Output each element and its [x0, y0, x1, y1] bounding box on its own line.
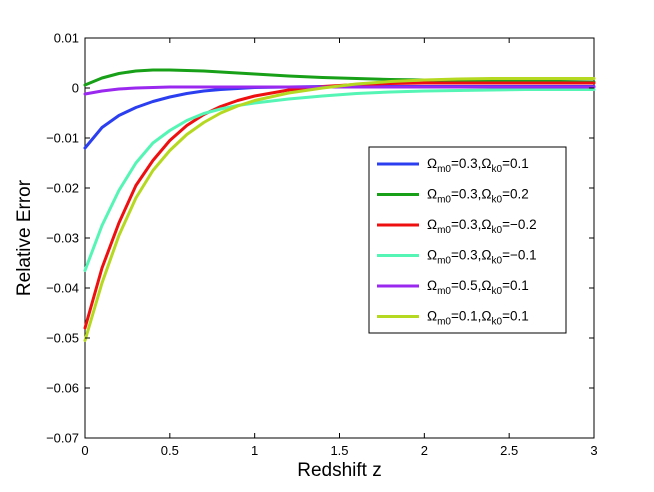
y-tick-label: −0.02 [46, 181, 79, 196]
series-layer [83, 68, 596, 342]
y-tick-label: 0.01 [54, 31, 79, 46]
series-line-4 [83, 88, 596, 272]
legend-label: Ωm0=0.3,Ωk0=0.1 [427, 156, 529, 175]
y-tick-label: −0.06 [46, 381, 79, 396]
x-axis-title: Redshift z [297, 460, 381, 481]
series-line-3 [83, 81, 596, 330]
y-tick-label: −0.05 [46, 331, 79, 346]
y-axis-title: Relative Error [14, 179, 35, 296]
x-tick-label: 3 [590, 443, 597, 458]
y-tick-label: −0.07 [46, 431, 79, 446]
y-tick-label: −0.04 [46, 281, 79, 296]
y-tick-label: −0.01 [46, 131, 79, 146]
ticks-layer: 0 0.5 1 1.5 2 2.5 3 0.01 0 −0.01 −0.02 −0.03 −0.04 −0… [46, 31, 598, 459]
legend-label: Ωm0=0.3,Ωk0=−0.1 [427, 248, 537, 267]
x-tick-label: 0 [81, 443, 88, 458]
series-line-6 [83, 77, 596, 342]
legend-box [368, 146, 567, 334]
x-tick-label: 0.5 [161, 443, 179, 458]
series-line-5 [83, 85, 596, 96]
y-tick-label: 0 [72, 81, 79, 96]
legend-label: Ωm0=0.3,Ωk0=−0.2 [427, 217, 537, 236]
series-line-2 [83, 68, 596, 87]
legend-label: Ωm0=0.5,Ωk0=0.1 [427, 278, 529, 297]
x-tick-label: 2 [421, 443, 428, 458]
x-tick-label: 2.5 [500, 443, 518, 458]
legend-label: Ωm0=0.1,Ωk0=0.1 [427, 309, 529, 328]
x-tick-label: 1.5 [330, 443, 348, 458]
legend-label: Ωm0=0.3,Ωk0=0.2 [427, 187, 529, 206]
legend: Ωm0=0.3,Ωk0=0.1 Ωm0=0.3,Ωk0=0.2 Ωm0=0.3,Ωk… [368, 146, 567, 334]
y-tick-label: −0.03 [46, 231, 79, 246]
x-tick-label: 1 [251, 443, 258, 458]
